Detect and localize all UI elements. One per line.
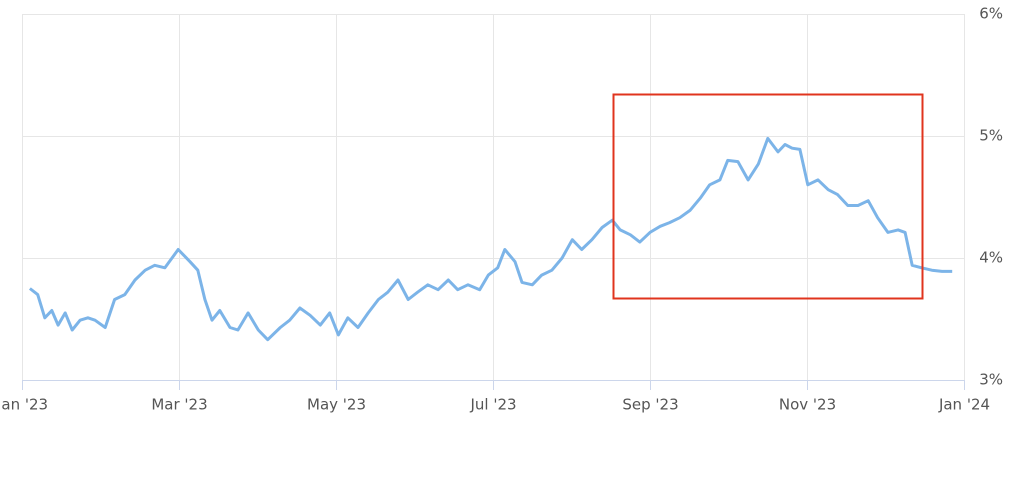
highlight-box — [612, 93, 924, 300]
x-tick-label: Jan '24 — [938, 396, 990, 414]
data-line — [28, 136, 953, 342]
y-tick-label: 3% — [979, 371, 1003, 389]
x-tick-label: Nov '23 — [779, 396, 836, 414]
x-tick-label: May '23 — [307, 396, 366, 414]
x-tick-label: Mar '23 — [151, 396, 207, 414]
y-tick-label: 6% — [979, 5, 1003, 23]
y-tick-label: 4% — [979, 249, 1003, 267]
plot-area — [22, 14, 965, 380]
x-tick-label: Sep '23 — [622, 396, 678, 414]
y-tick-label: 5% — [979, 127, 1003, 145]
x-tick-label: Jul '23 — [469, 396, 516, 414]
x-tick-label: Jan '23 — [0, 396, 48, 414]
